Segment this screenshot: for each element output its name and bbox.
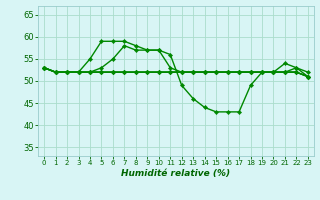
X-axis label: Humidité relative (%): Humidité relative (%): [121, 169, 231, 178]
